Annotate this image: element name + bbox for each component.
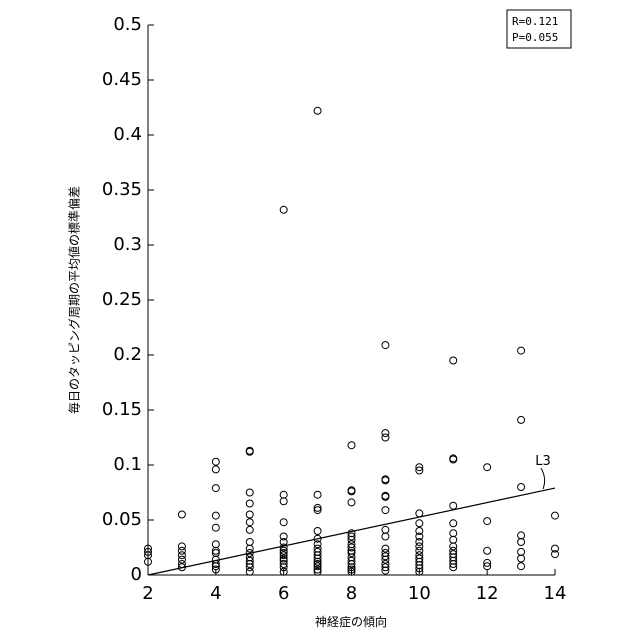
data-point — [212, 541, 219, 548]
data-point — [518, 416, 525, 423]
x-tick-label: 10 — [408, 583, 431, 604]
y-tick-label: 0.35 — [102, 179, 142, 200]
y-tick-label: 0.4 — [113, 124, 142, 145]
data-point — [246, 519, 253, 526]
x-tick-label: 2 — [142, 583, 153, 604]
stats-box: R=0.121 P=0.055 — [507, 10, 571, 48]
data-point — [518, 539, 525, 546]
data-point — [450, 520, 457, 527]
stats-p-value: P=0.055 — [512, 31, 558, 44]
data-point — [212, 466, 219, 473]
y-tick-label: 0.45 — [102, 69, 142, 90]
data-point — [212, 524, 219, 531]
data-point — [280, 491, 287, 498]
data-point — [246, 489, 253, 496]
data-point — [314, 491, 321, 498]
data-point — [246, 568, 253, 575]
data-point — [348, 499, 355, 506]
data-point — [246, 526, 253, 533]
y-tick-label: 0.1 — [113, 454, 142, 475]
data-point — [280, 519, 287, 526]
data-point — [314, 107, 321, 114]
x-tick-label: 12 — [476, 583, 499, 604]
data-point — [450, 357, 457, 364]
data-point — [518, 555, 525, 562]
data-points — [145, 107, 559, 575]
y-axis-title: 毎日のタッピング周期の平均値の標準偏差 — [67, 186, 82, 414]
x-axis-title: 神経症の傾向 — [315, 614, 387, 629]
x-tick-label: 6 — [278, 583, 289, 604]
data-point — [382, 533, 389, 540]
data-point — [518, 484, 525, 491]
data-point — [382, 434, 389, 441]
data-point — [518, 563, 525, 570]
data-point — [348, 442, 355, 449]
y-tick-label: 0.05 — [102, 509, 142, 530]
data-point — [246, 511, 253, 518]
data-point — [382, 507, 389, 514]
fit-line — [148, 488, 555, 575]
data-point — [212, 458, 219, 465]
data-point — [518, 347, 525, 354]
data-point — [450, 530, 457, 537]
y-tick-label: 0 — [131, 564, 142, 585]
data-point — [314, 528, 321, 535]
fit-line-label: L3 — [535, 454, 551, 469]
data-point — [416, 510, 423, 517]
y-tick-label: 0.15 — [102, 399, 142, 420]
y-tick-label: 0.5 — [113, 14, 142, 35]
data-point — [484, 547, 491, 554]
data-point — [382, 342, 389, 349]
data-point — [552, 512, 559, 519]
data-point — [484, 464, 491, 471]
data-point — [518, 532, 525, 539]
x-tick-label: 4 — [210, 583, 221, 604]
data-point — [246, 539, 253, 546]
data-point — [280, 498, 287, 505]
data-point — [450, 502, 457, 509]
x-tick-label: 14 — [544, 583, 567, 604]
y-tick-label: 0.25 — [102, 289, 142, 310]
data-point — [382, 526, 389, 533]
x-tick-label: 8 — [346, 583, 357, 604]
fit-line-label-leader — [541, 468, 545, 489]
y-tick-label: 0.3 — [113, 234, 142, 255]
stats-r-value: R=0.121 — [512, 15, 558, 28]
data-point — [518, 548, 525, 555]
data-point — [178, 511, 185, 518]
axes — [148, 25, 555, 575]
tick-group: 0 0.05 0.1 0.15 0.2 0.25 0.3 0.35 0.4 0.45 0.5 2 4 6 8… — [102, 14, 567, 604]
data-point — [212, 485, 219, 492]
data-point — [246, 500, 253, 507]
data-point — [484, 518, 491, 525]
data-point — [416, 520, 423, 527]
data-point — [280, 206, 287, 213]
data-point — [212, 512, 219, 519]
y-tick-label: 0.2 — [113, 344, 142, 365]
data-point — [450, 536, 457, 543]
